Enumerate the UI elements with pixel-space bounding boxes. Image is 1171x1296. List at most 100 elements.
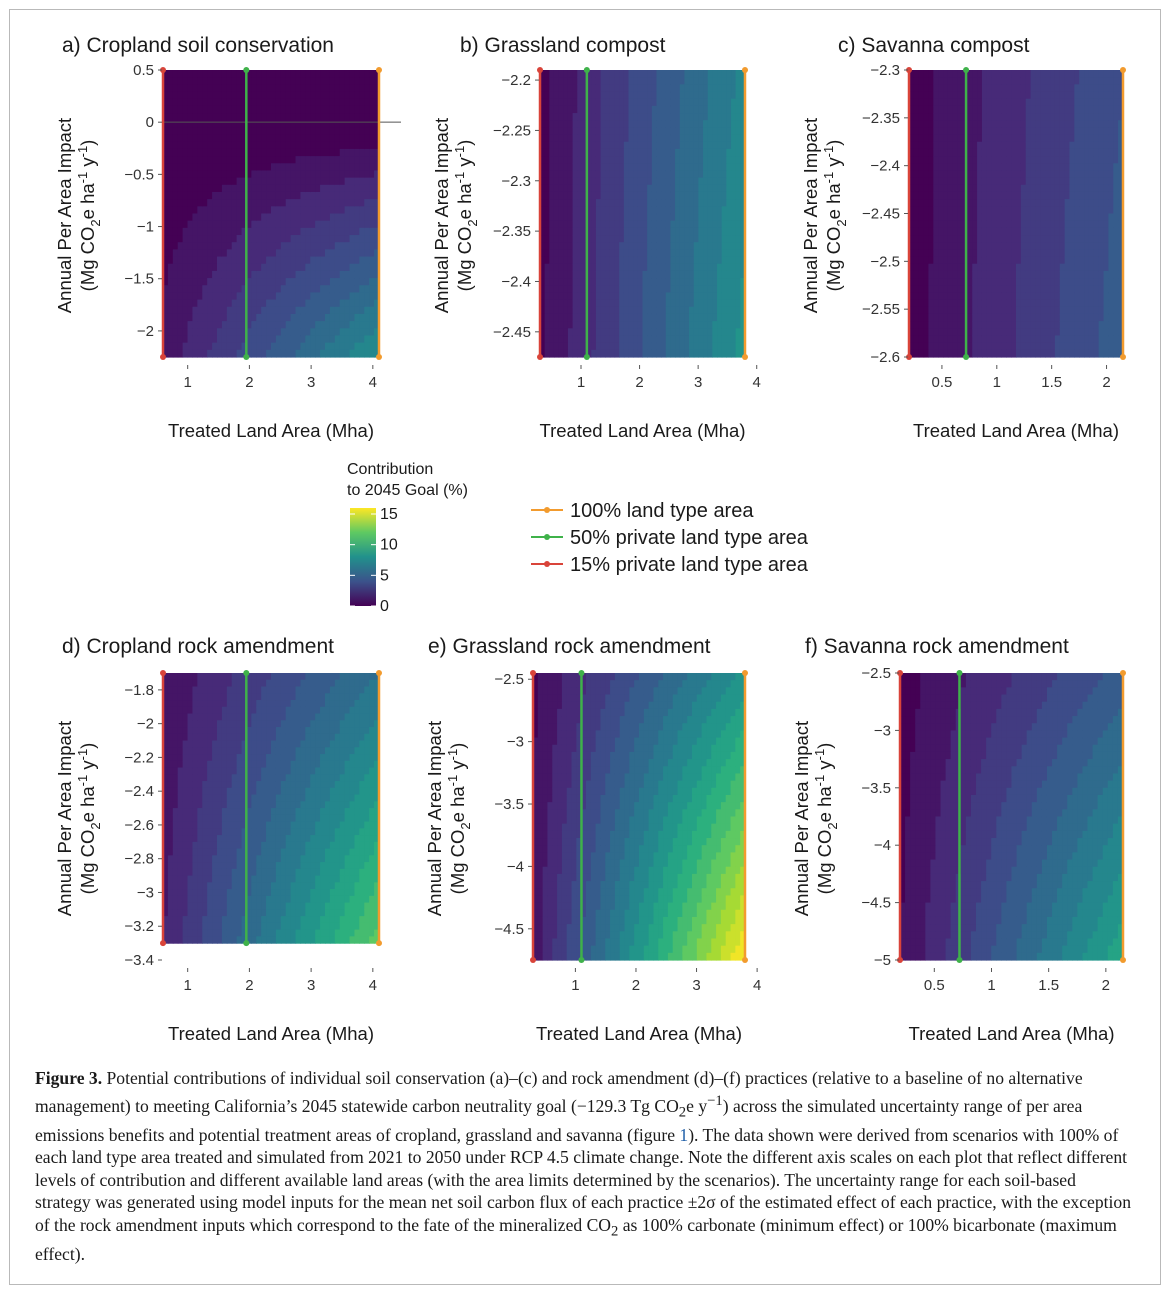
heatmap-cell: [1035, 299, 1041, 308]
heatmap-cell: [212, 120, 218, 128]
heatmap-cell: [1069, 242, 1075, 250]
heatmap-cell: [177, 313, 184, 322]
heatmap-cell: [202, 213, 208, 222]
heatmap-cell: [572, 342, 578, 351]
heatmap-cell: [943, 199, 949, 207]
heatmap-cell: [271, 299, 277, 308]
heatmap-cell: [675, 70, 681, 78]
heatmap-cell: [1045, 285, 1051, 294]
heatmap-cell: [642, 156, 648, 164]
heatmap-cell: [609, 70, 616, 78]
heatmap-cell: [619, 278, 625, 286]
heatmap-cell: [591, 199, 597, 207]
heatmap-cell: [231, 184, 238, 193]
heatmap-cell: [197, 328, 203, 337]
heatmap-cell: [918, 306, 925, 315]
heatmap-cell: [310, 191, 316, 200]
heatmap-cell: [633, 98, 639, 107]
heatmap-cell: [947, 235, 954, 243]
heatmap-cell: [241, 91, 248, 100]
heatmap-cell: [1001, 141, 1007, 150]
heatmap-cell: [1059, 206, 1066, 215]
heatmap-cell: [359, 91, 365, 100]
heatmap-cell: [577, 120, 583, 128]
heatmap-cell: [614, 156, 620, 164]
heatmap-cell: [1079, 70, 1085, 78]
heatmap-cell: [544, 191, 550, 200]
heatmap-cell: [707, 98, 713, 107]
heatmap-cell: [359, 227, 365, 236]
heatmap-cell: [310, 84, 316, 93]
heatmap-cell: [909, 134, 915, 143]
heatmap-cell: [349, 91, 356, 100]
heatmap-cell: [251, 105, 257, 114]
heatmap-cell: [933, 263, 939, 272]
heatmap-cell: [177, 105, 184, 114]
heatmap-cell: [977, 292, 983, 301]
heatmap-cell: [740, 134, 746, 143]
heatmap-cell: [693, 256, 700, 265]
heatmap-cell: [1059, 220, 1066, 229]
heatmap-cell: [933, 278, 939, 286]
heatmap-cell: [581, 335, 588, 344]
heatmap-cell: [693, 156, 700, 164]
heatmap-cell: [275, 84, 282, 93]
heatmap-cell: [679, 134, 686, 143]
heatmap-cell: [202, 278, 208, 286]
heatmap-cell: [981, 342, 988, 351]
heatmap-cell: [236, 156, 243, 164]
heatmap-cell: [996, 342, 1003, 351]
heatmap-cell: [374, 156, 380, 164]
heatmap-cell: [577, 242, 583, 250]
heatmap-cell: [1030, 227, 1037, 236]
heatmap-cell: [675, 184, 681, 193]
heatmap-cell: [1035, 105, 1041, 114]
heatmap-cell: [661, 120, 667, 128]
heatmap-cell: [577, 141, 583, 150]
heatmap-cell: [339, 84, 346, 93]
heatmap-cell: [1074, 328, 1080, 337]
heatmap-cell: [1040, 321, 1046, 329]
heatmap-cell: [553, 292, 560, 301]
heatmap-cell: [261, 263, 267, 272]
heatmap-cell: [187, 91, 194, 100]
heatmap-cell: [986, 206, 993, 215]
heatmap-cell: [996, 256, 1003, 265]
heatmap-cell: [609, 220, 616, 229]
heatmap-cell: [609, 349, 616, 358]
heatmap-cell: [600, 120, 606, 128]
heatmap-cell: [586, 141, 592, 150]
heatmap-cell: [957, 321, 964, 329]
heatmap-cell: [1016, 84, 1022, 93]
heatmap-cell: [996, 328, 1003, 337]
heatmap-cell: [320, 105, 326, 114]
heatmap-cell: [364, 299, 370, 308]
heatmap-cell: [981, 163, 988, 172]
heatmap-cell: [633, 285, 639, 294]
heatmap-cell: [628, 77, 634, 85]
heatmap-cell: [320, 335, 326, 344]
heatmap-cell: [1064, 349, 1071, 358]
heatmap-cell: [928, 113, 934, 121]
heatmap-cell: [933, 113, 939, 121]
heatmap-cell: [349, 220, 356, 229]
heatmap-cell: [981, 242, 988, 250]
heatmap-cell: [1030, 328, 1037, 337]
heatmap-cell: [1020, 127, 1027, 136]
heatmap-cell: [656, 184, 662, 193]
heatmap-cell: [717, 170, 723, 179]
heatmap-cell: [558, 321, 564, 329]
heatmap-cell: [918, 77, 925, 85]
heatmap-cell: [339, 213, 346, 222]
heatmap-cell: [1030, 184, 1037, 193]
heatmap-cell: [197, 84, 203, 93]
heatmap-cell: [349, 292, 356, 301]
heatmap-cell: [665, 342, 672, 351]
heatmap-cell: [651, 270, 658, 279]
heatmap-cell: [177, 299, 184, 308]
heatmap-cell: [285, 170, 292, 179]
heatmap-cell: [1069, 306, 1075, 315]
heatmap-cell: [1011, 249, 1017, 258]
heatmap-cell: [563, 321, 569, 329]
heatmap-cell: [991, 113, 998, 121]
